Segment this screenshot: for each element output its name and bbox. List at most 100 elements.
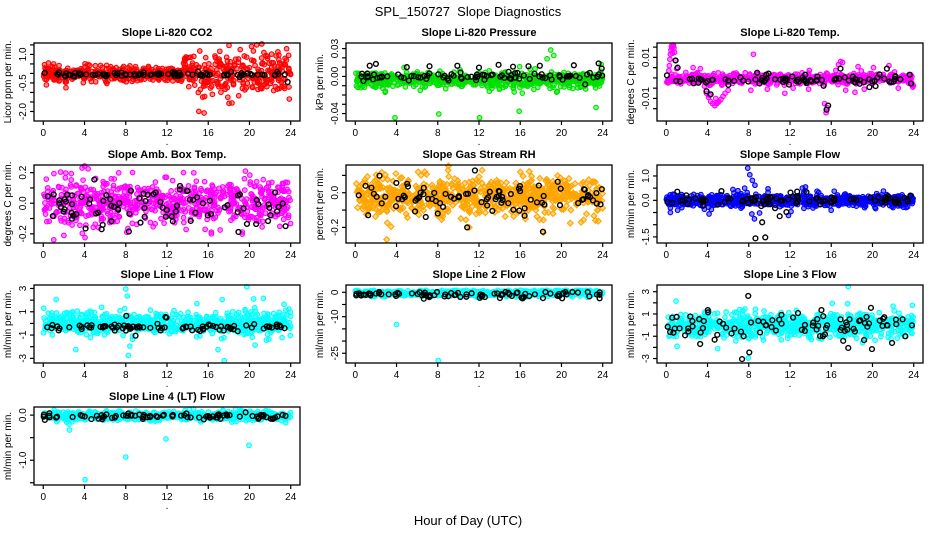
panel-title: Slope Line 4 (LT) Flow bbox=[109, 391, 225, 403]
overlay-points bbox=[355, 167, 605, 235]
x-tick-label: 4 bbox=[394, 370, 400, 381]
panel-x-label: . bbox=[789, 137, 792, 148]
y-axis: 0.2 0.0 -0.2 bbox=[18, 165, 34, 242]
y-tick-label: 3 bbox=[641, 288, 652, 294]
panel-title: Slope Line 1 Flow bbox=[121, 269, 214, 281]
y-tick-label: -0.2 bbox=[18, 225, 29, 243]
y-tick-label: 0.0 bbox=[641, 193, 652, 207]
x-axis: 0 4 8 12 16 20 24. bbox=[40, 363, 297, 390]
x-tick-label: 24 bbox=[597, 128, 609, 139]
x-axis: 0 4 8 12 16 20 24. bbox=[663, 363, 920, 390]
y-axis: 0 -10 -25 bbox=[330, 289, 346, 360]
y-tick-label: -0.01 bbox=[641, 87, 652, 110]
x-tick-label: 24 bbox=[285, 128, 297, 139]
x-tick-label: 8 bbox=[746, 370, 752, 381]
y-tick-label: 3 bbox=[18, 285, 29, 291]
y-tick-label: -3 bbox=[641, 354, 652, 363]
y-tick-label: -0.04 bbox=[330, 102, 341, 125]
x-axis: 0 4 8 12 16 20 24. bbox=[352, 243, 609, 270]
x-tick-label: 0 bbox=[352, 250, 358, 261]
y-tick-label: -2.0 bbox=[18, 102, 29, 120]
y-tick-label: 0.00 bbox=[330, 66, 341, 86]
panel-slope-amb-box-temp: Slope Amb. Box Temp. degrees C per min. 0 4… bbox=[3, 149, 301, 270]
x-axis: 0 4 8 12 16 20 24. bbox=[352, 121, 609, 148]
x-tick-label: 12 bbox=[473, 128, 485, 139]
panel-title: Slope Li-820 Temp. bbox=[740, 27, 839, 39]
x-tick-label: 12 bbox=[161, 128, 173, 139]
x-tick-label: 4 bbox=[82, 370, 88, 381]
y-tick-label: 1.0 bbox=[641, 169, 652, 183]
x-tick-label: 20 bbox=[244, 128, 256, 139]
x-tick-label: 20 bbox=[244, 250, 256, 261]
x-axis: 0 4 8 12 16 20 24. bbox=[663, 121, 920, 148]
x-tick-label: 4 bbox=[394, 128, 400, 139]
overlay-points bbox=[44, 312, 288, 339]
y-tick-label: -10 bbox=[330, 309, 341, 324]
x-tick-label: 16 bbox=[515, 250, 527, 261]
panel-title: Slope Li-820 CO2 bbox=[122, 27, 212, 39]
panel-x-label: . bbox=[166, 137, 169, 148]
y-axis: 0.03 0.00 -0.04 bbox=[330, 38, 346, 125]
panel-x-label: . bbox=[478, 137, 481, 148]
panel-title: Slope Line 2 Flow bbox=[433, 269, 526, 281]
y-axis-title: Licor ppm per min. bbox=[3, 41, 14, 124]
x-tick-label: 24 bbox=[285, 370, 297, 381]
panel-slope-line-4-lt-flow: Slope Line 4 (LT) Flow ml/min per min. 0 4 8… bbox=[3, 391, 301, 512]
y-tick-label: 0.01 bbox=[641, 47, 652, 67]
x-tick-label: 4 bbox=[82, 250, 88, 261]
y-axis-title: ml/min per min. bbox=[626, 290, 637, 358]
x-tick-label: 12 bbox=[473, 250, 485, 261]
x-tick-label: 0 bbox=[40, 250, 46, 261]
x-tick-label: 12 bbox=[784, 128, 796, 139]
y-axis-title: percent per min. bbox=[315, 168, 326, 240]
panel-x-label: . bbox=[166, 501, 169, 512]
x-axis: 0 4 8 12 16 20 24. bbox=[40, 243, 297, 270]
x-tick-label: 8 bbox=[435, 250, 441, 261]
y-axis-title: ml/min per min. bbox=[3, 290, 14, 358]
x-tick-label: 24 bbox=[285, 492, 297, 503]
y-axis: 1.0 0.0 -1.5 bbox=[641, 169, 657, 246]
x-tick-label: 20 bbox=[556, 370, 568, 381]
panel-slope-gas-stream-rh: Slope Gas Stream RH percent per min. 0 4 8 12… bbox=[315, 149, 613, 270]
panel-x-label: . bbox=[166, 379, 169, 390]
x-tick-label: 4 bbox=[705, 370, 711, 381]
x-axis: 0 4 8 12 16 20 24. bbox=[40, 485, 297, 512]
x-tick-label: 20 bbox=[244, 492, 256, 503]
panel-slope-sample-flow: Slope Sample Flow ml/min per min. 0 4 8 12 16 2… bbox=[626, 149, 924, 270]
scatter-cloud bbox=[663, 165, 916, 222]
x-tick-label: 12 bbox=[161, 370, 173, 381]
panel-title: Slope Gas Stream RH bbox=[422, 149, 535, 161]
x-tick-label: 4 bbox=[705, 128, 711, 139]
x-tick-label: 4 bbox=[82, 492, 88, 503]
overlay-points bbox=[664, 187, 914, 242]
panel-slope-line-2-flow: Slope Line 2 Flow ml/min per min. 0 4 8 12 16 2… bbox=[315, 269, 613, 390]
overlay-points bbox=[663, 57, 915, 113]
y-tick-label: 0.2 bbox=[18, 165, 29, 179]
x-tick-label: 16 bbox=[203, 128, 215, 139]
x-tick-label: 8 bbox=[123, 370, 129, 381]
y-axis-title: degrees C per min. bbox=[626, 39, 637, 124]
panel-title: Slope Amb. Box Temp. bbox=[108, 149, 227, 161]
x-tick-label: 16 bbox=[203, 492, 215, 503]
y-axis: 3 1 -1 -3 bbox=[18, 285, 34, 363]
x-tick-label: 4 bbox=[705, 250, 711, 261]
y-axis: 0.0 -1.0 bbox=[18, 408, 34, 484]
overlay-points bbox=[664, 292, 916, 363]
panel-title: Slope Sample Flow bbox=[740, 149, 841, 161]
x-tick-label: 8 bbox=[746, 250, 752, 261]
scatter-cloud bbox=[41, 163, 294, 243]
x-tick-label: 16 bbox=[826, 128, 838, 139]
x-tick-label: 20 bbox=[556, 250, 568, 261]
x-tick-label: 16 bbox=[203, 250, 215, 261]
panel-title: Slope Li-820 Pressure bbox=[422, 27, 537, 39]
panel-x-label: . bbox=[789, 259, 792, 270]
x-axis: 0 4 8 12 16 20 24. bbox=[40, 121, 297, 148]
x-tick-label: 4 bbox=[394, 250, 400, 261]
x-tick-label: 0 bbox=[663, 128, 669, 139]
panel-slope-li-820-pressure: Slope Li-820 Pressure kPa per min. 0 4 8 12 16… bbox=[315, 27, 613, 148]
overlay-points bbox=[41, 68, 291, 86]
y-tick-label: 1 bbox=[18, 309, 29, 315]
x-tick-label: 12 bbox=[784, 250, 796, 261]
x-tick-label: 8 bbox=[746, 128, 752, 139]
